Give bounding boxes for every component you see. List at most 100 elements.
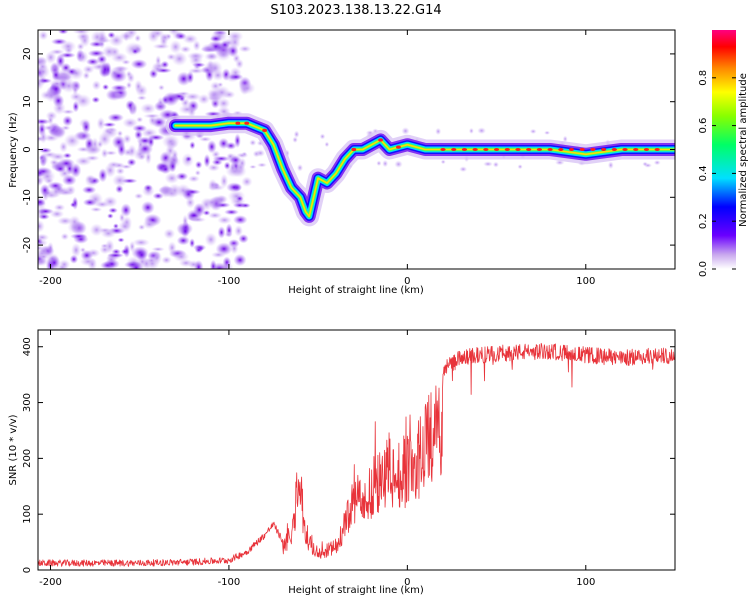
- noise-blob: [249, 164, 257, 169]
- noise-blob: [319, 133, 326, 140]
- noise-blob: [126, 72, 135, 84]
- noise-blob: [104, 258, 120, 269]
- noise-blob: [77, 50, 89, 64]
- ridge-hotspot: [568, 148, 575, 151]
- noise-blob: [194, 169, 201, 176]
- noise-blob: [122, 134, 132, 144]
- noise-blob: [39, 184, 51, 197]
- ridge-hotspot: [547, 148, 553, 151]
- ridge-hotspot: [472, 148, 478, 151]
- noise-blob: [440, 159, 446, 165]
- noise-blob: [74, 93, 92, 109]
- noise-blob: [206, 53, 218, 60]
- noise-blob: [118, 220, 132, 233]
- spectrogram-x-ticks: -200 -100 0 100: [39, 30, 595, 287]
- noise-blob: [115, 167, 125, 176]
- noise-blob: [81, 120, 91, 134]
- noise-blob: [57, 30, 69, 35]
- noise-blob: [69, 254, 79, 264]
- colorbar-tick-label: 0.8: [698, 70, 709, 86]
- spectrogram-y-tick-label: -10: [22, 189, 33, 205]
- noise-blob: [141, 200, 155, 215]
- noise-blob: [193, 259, 204, 269]
- noise-blob: [121, 178, 138, 184]
- snr-y-axis-label: SNR (10 * v/v): [8, 414, 19, 485]
- noise-blob: [176, 235, 190, 246]
- noise-blob: [435, 127, 442, 136]
- ridge-hotspot: [461, 148, 468, 151]
- noise-blob: [135, 249, 148, 261]
- noise-blob: [107, 252, 125, 258]
- noise-blob: [95, 200, 110, 208]
- noise-blob: [178, 104, 196, 115]
- noise-blob: [207, 60, 223, 76]
- colorbar-label: Normalized spectral amplitude: [738, 73, 749, 227]
- noise-blob: [233, 253, 247, 267]
- noise-blob: [185, 156, 192, 162]
- spectrogram-y-tick-label: -20: [22, 237, 33, 253]
- noise-blob: [189, 238, 196, 249]
- noise-blob: [161, 256, 172, 265]
- noise-blob: [217, 215, 232, 225]
- ridge-hotspot: [504, 148, 510, 151]
- noise-blob: [61, 125, 71, 131]
- noise-blob: [230, 242, 239, 255]
- noise-blob: [56, 189, 75, 196]
- noise-blob: [152, 43, 170, 50]
- spectrogram-y-tick-label: 20: [22, 48, 33, 61]
- noise-blob: [192, 62, 206, 68]
- noise-blob: [72, 82, 79, 97]
- noise-blob: [401, 127, 410, 135]
- noise-blob: [241, 176, 253, 187]
- noise-blob: [126, 158, 137, 167]
- noise-blob: [91, 96, 101, 104]
- noise-blob: [61, 109, 75, 115]
- noise-blob: [171, 149, 179, 162]
- noise-blob: [131, 48, 139, 55]
- noise-blob: [91, 80, 102, 91]
- noise-blob: [75, 156, 92, 166]
- noise-blob: [107, 213, 114, 219]
- ridge-hotspot: [654, 148, 660, 151]
- noise-blob: [234, 225, 244, 237]
- noise-blob: [233, 215, 248, 225]
- noise-blob: [107, 31, 116, 39]
- noise-blob: [382, 159, 389, 168]
- noise-blob: [42, 125, 56, 131]
- noise-blob: [235, 195, 244, 202]
- noise-blob: [211, 262, 228, 269]
- noise-blob: [39, 151, 49, 167]
- noise-blob: [161, 134, 180, 149]
- noise-blob: [38, 245, 51, 257]
- colorbar-tick-label: 0.0: [698, 261, 709, 277]
- noise-blob: [127, 144, 137, 158]
- noise-blob: [72, 30, 91, 35]
- noise-blob: [175, 172, 189, 181]
- noise-blob: [215, 47, 232, 62]
- noise-blob: [186, 51, 205, 61]
- snr-y-tick-label: 200: [22, 449, 33, 468]
- colorbar-tick-label: 0.4: [698, 165, 709, 181]
- noise-blob: [189, 141, 196, 150]
- noise-blob: [197, 93, 211, 105]
- figure-title: S103.2023.138.13.22.G14: [270, 3, 441, 18]
- snr-line: [38, 342, 675, 567]
- spectrogram-ridge: [165, 113, 675, 227]
- noise-blob: [70, 202, 77, 208]
- noise-blob: [607, 161, 614, 170]
- noise-blob: [52, 94, 65, 108]
- noise-blob: [38, 237, 43, 245]
- noise-blob: [224, 231, 233, 238]
- noise-blob: [324, 141, 330, 148]
- spectrogram-y-ticks: -20 -10 0 10 20: [22, 48, 675, 253]
- noise-blob: [224, 209, 239, 216]
- noise-blob: [228, 73, 244, 81]
- noise-blob: [211, 251, 226, 259]
- noise-blob: [67, 221, 84, 234]
- noise-blob: [296, 164, 304, 172]
- ridge-hotspot: [493, 148, 500, 151]
- noise-blob: [183, 189, 201, 195]
- noise-blob: [108, 92, 126, 98]
- snr-x-axis-label: Height of straight line (km): [288, 585, 424, 596]
- noise-blob: [168, 30, 180, 36]
